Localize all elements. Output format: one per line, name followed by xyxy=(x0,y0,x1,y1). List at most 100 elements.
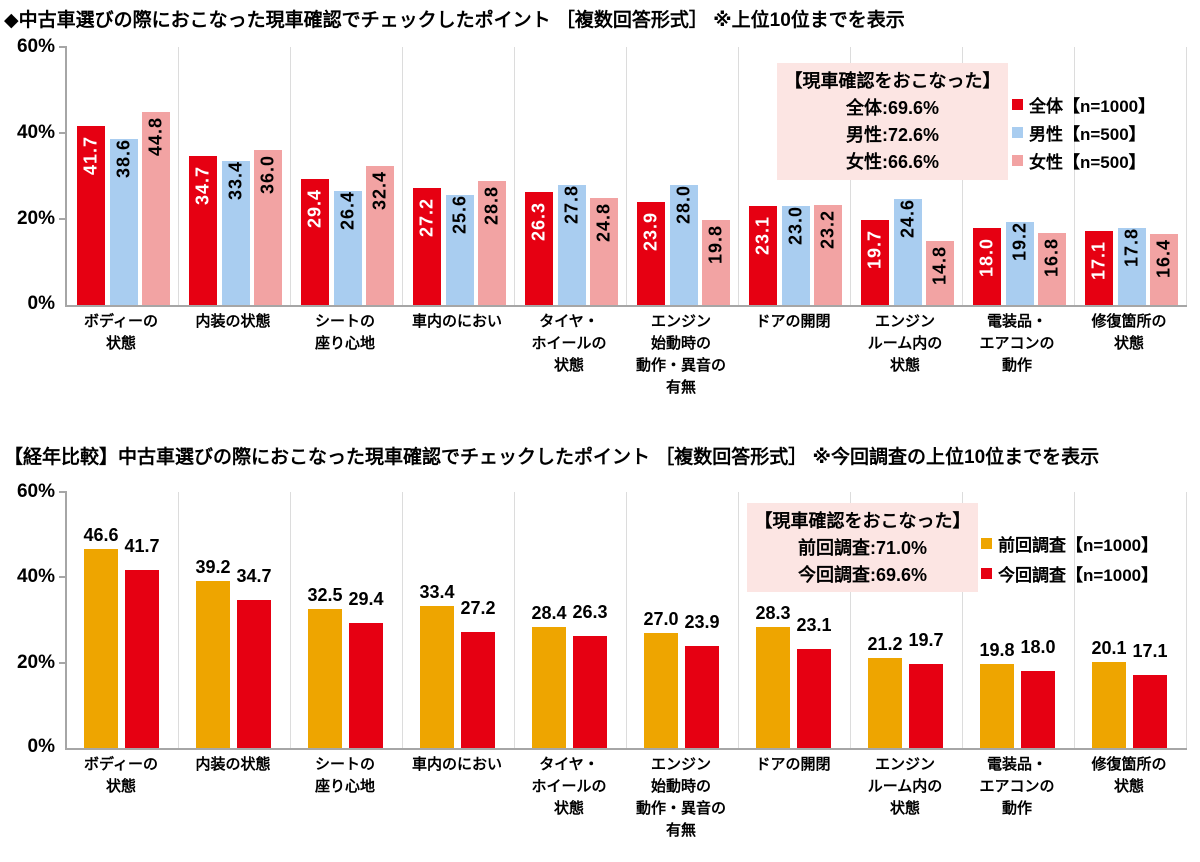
bar-value-label: 19.2 xyxy=(1009,222,1029,262)
bar xyxy=(349,622,383,748)
x-category-label: ドアの開閉 xyxy=(755,313,831,330)
bar-group: 21.2 19.7 xyxy=(851,492,963,748)
bar-value-label: 38.6 xyxy=(113,139,133,179)
bar-value-label: 17.1 xyxy=(1088,241,1109,281)
category-separator xyxy=(1186,492,1187,748)
bar: 28.0 xyxy=(669,184,698,305)
bar: 33.4 xyxy=(221,161,250,305)
bar: 23.1 xyxy=(749,205,777,305)
chart1-legend-label-total: 全体【n=1000】 xyxy=(1029,96,1156,116)
bar xyxy=(125,570,159,748)
bar: 27.2 xyxy=(413,188,441,305)
bar-group: 20.1 17.1 xyxy=(1075,492,1187,748)
chart1-ytick-40: 40% xyxy=(16,122,55,143)
chart2-ytick-0: 0% xyxy=(27,736,55,757)
category-separator xyxy=(1074,492,1075,748)
bar-value-label: 39.2 xyxy=(195,556,231,577)
bar: 32.4 xyxy=(366,165,394,305)
bar: 23.9 xyxy=(637,202,665,305)
category-separator xyxy=(626,492,627,748)
bar-value-label: 20.1 xyxy=(1091,638,1127,659)
bar-value-label: 27.2 xyxy=(416,198,437,238)
chart2-ytick-60: 60% xyxy=(16,481,55,502)
axis-tick xyxy=(59,132,67,134)
chart1-plot: 41.7 38.6 44.8 34.7 33.4 36.0 29.4 26.4 32.4 27.2… xyxy=(59,46,1187,307)
chart1-legend: 全体【n=1000】 男性【n=500】 女性【n=500】 xyxy=(1012,95,1155,179)
category-separator xyxy=(402,492,403,748)
bar: 44.8 xyxy=(142,112,170,305)
category-separator xyxy=(290,47,291,305)
bar xyxy=(797,649,831,748)
bar: 38.6 xyxy=(109,139,138,305)
bar-value-label: 34.7 xyxy=(192,165,213,205)
bar-value-label: 19.7 xyxy=(864,230,885,270)
bar xyxy=(461,631,495,748)
bar: 28.8 xyxy=(478,181,506,305)
bar-value-label: 28.3 xyxy=(755,603,791,624)
bar: 14.8 xyxy=(926,241,954,305)
bar-value-label: 29.4 xyxy=(348,588,384,609)
category-separator xyxy=(178,47,179,305)
bar-value-label: 28.4 xyxy=(531,602,567,623)
bar: 19.8 xyxy=(702,219,730,305)
chart2-plot: 46.6 41.7 39.2 34.7 32.5 29.4 33.4 27.2 28.4 26.3… xyxy=(59,491,1187,750)
legend-swatch-previous-icon xyxy=(981,537,992,549)
x-category-label: エンジン 始動時の 動作・異音の 有無 xyxy=(635,313,726,396)
bar: 29.4 xyxy=(301,178,329,305)
x-category-label: エンジン ルーム内の 状態 xyxy=(867,756,943,817)
category-separator xyxy=(1186,47,1187,305)
bar xyxy=(420,605,454,748)
chart1-ytick-0: 0% xyxy=(27,293,55,314)
bar-group: 46.6 41.7 xyxy=(67,492,179,748)
bar-value-label: 18.0 xyxy=(976,237,997,277)
bar: 41.7 xyxy=(77,125,105,305)
chart2-legend-row-current: 今回調査【n=1000】 xyxy=(981,564,1158,585)
bar xyxy=(1133,675,1167,748)
bar: 16.4 xyxy=(1150,234,1178,305)
bar: 25.6 xyxy=(445,194,474,305)
bar-value-label: 21.2 xyxy=(867,633,903,654)
chart1-xlabels: ボディーの 状態 内装の状態 シートの 座り心地 車内のにおい タイヤ・ ホイールの 状… xyxy=(65,311,1185,407)
x-category-label: 車内のにおい xyxy=(411,756,502,773)
chart1-legend-row-female: 女性【n=500】 xyxy=(1012,151,1155,172)
bar-value-label: 27.0 xyxy=(643,608,679,629)
bar-value-label: 33.4 xyxy=(225,161,245,201)
chart2-note-line-current: 今回調査:69.6% xyxy=(797,565,928,585)
bar xyxy=(308,609,342,748)
x-category-label: タイヤ・ ホイールの 状態 xyxy=(531,756,607,817)
chart1-legend-label-male: 男性【n=500】 xyxy=(1029,124,1146,144)
bar-value-label: 27.2 xyxy=(460,597,496,618)
x-category-label: 内装の状態 xyxy=(195,756,271,773)
bar-group: 23.1 23.0 23.2 xyxy=(739,47,851,305)
bar-value-label: 23.9 xyxy=(684,612,720,633)
legend-swatch-current-icon xyxy=(981,567,992,579)
x-category-label: シートの 座り心地 xyxy=(314,313,375,352)
bar-value-label: 26.4 xyxy=(337,191,357,231)
chart1-ytick-20: 20% xyxy=(16,208,55,229)
category-separator xyxy=(514,47,515,305)
bar-group: 28.4 26.3 xyxy=(515,492,627,748)
bar: 23.0 xyxy=(781,206,810,305)
chart1-note-box: 【現車確認をおこなった】 全体:69.6% 男性:72.6% 女性:66.6% xyxy=(777,63,1008,180)
bar xyxy=(756,627,790,748)
chart2-note-heading: 【現車確認をおこなった】 xyxy=(754,511,971,531)
bar-value-label: 27.8 xyxy=(561,185,581,225)
bar-group: 32.5 29.4 xyxy=(291,492,403,748)
bar-value-label: 25.6 xyxy=(449,194,469,234)
chart2-xlabels: ボディーの 状態 内装の状態 シートの 座り心地 車内のにおい タイヤ・ ホイールの 状… xyxy=(65,754,1185,854)
chart2-legend: 前回調査【n=1000】 今回調査【n=1000】 xyxy=(981,534,1158,594)
x-category-label: 修復箇所の 状態 xyxy=(1091,756,1167,795)
bar: 19.2 xyxy=(1005,222,1034,305)
bar-value-label: 16.4 xyxy=(1153,239,1174,279)
bar: 17.1 xyxy=(1085,231,1113,305)
bar-value-label: 26.3 xyxy=(528,201,549,241)
bar-value-label: 17.8 xyxy=(1121,228,1141,268)
bar xyxy=(573,635,607,748)
category-separator xyxy=(514,492,515,748)
bar-value-label: 23.9 xyxy=(640,212,661,252)
chart2-ytick-20: 20% xyxy=(16,652,55,673)
bar xyxy=(644,632,678,748)
x-category-label: 電装品・ エアコンの 動作 xyxy=(979,313,1055,374)
category-separator xyxy=(178,492,179,748)
